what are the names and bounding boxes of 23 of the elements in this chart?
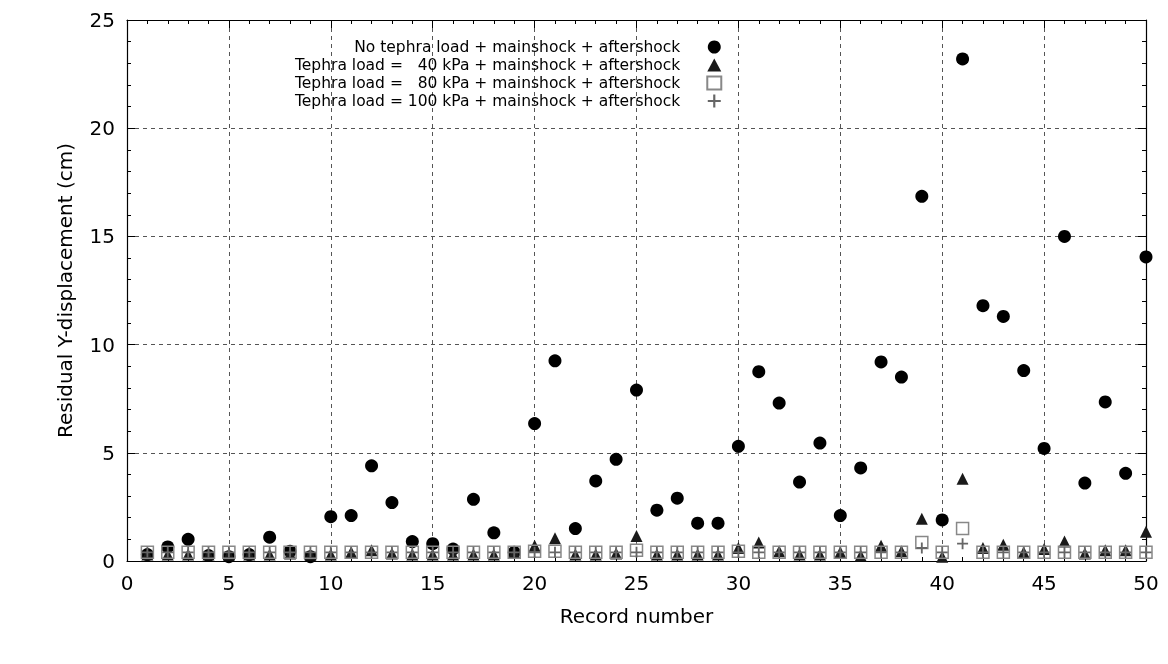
x-tick-label: 35 [827, 571, 854, 595]
x-tick-label: 30 [725, 571, 752, 595]
y-tick-label: 10 [89, 332, 115, 357]
y-tick-label: 25 [89, 8, 115, 32]
x-tick-label: 40 [929, 571, 955, 595]
y-tick-label: 5 [102, 440, 115, 465]
legend-label: No tephra load + mainshock + aftershock [354, 38, 681, 56]
x-tick-label: 50 [1133, 571, 1159, 595]
legend-label: Tephra load = 100 kPa + mainshock + aftershock [293, 92, 681, 110]
x-tick-label: 10 [318, 571, 344, 595]
y-axis-title: Residual Y-displacement (cm) [53, 142, 77, 439]
x-tick-label: 25 [623, 571, 650, 595]
legend-label: Tephra load = 80 kPa + mainshock + aftershock [293, 74, 681, 92]
y-tick-label: 15 [89, 224, 115, 249]
x-tick-label: 0 [120, 571, 134, 595]
y-tick-label: 0 [102, 549, 115, 573]
y-tick-label: 20 [89, 116, 115, 141]
x-tick-label: 20 [521, 571, 548, 595]
x-tick-label: 15 [419, 571, 446, 595]
legend-label: Tephra load = 40 kPa + mainshock + aftershock [293, 56, 681, 74]
x-axis-title: Record number [559, 604, 715, 628]
x-tick-label: 5 [222, 571, 236, 595]
x-tick-label: 45 [1031, 571, 1057, 595]
